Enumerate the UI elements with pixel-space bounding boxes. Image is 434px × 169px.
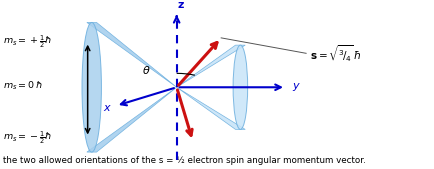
Polygon shape: [87, 22, 177, 87]
Text: the two allowed orientations of the s = ½ electron spin angular momentum vector.: the two allowed orientations of the s = …: [3, 156, 365, 165]
Text: $m_s = 0\,\hbar$: $m_s = 0\,\hbar$: [3, 79, 43, 92]
Text: y: y: [292, 81, 299, 91]
Ellipse shape: [82, 22, 102, 152]
Polygon shape: [87, 87, 177, 152]
Text: $m_s = -\frac{1}{2}\hbar$: $m_s = -\frac{1}{2}\hbar$: [3, 129, 52, 146]
Text: z: z: [178, 0, 184, 10]
Polygon shape: [177, 87, 245, 129]
Polygon shape: [177, 45, 245, 87]
Text: $\mathbf{s} = \sqrt{^3\!/_4}\,\hbar$: $\mathbf{s} = \sqrt{^3\!/_4}\,\hbar$: [310, 43, 362, 63]
Text: $m_s = +\frac{1}{2}\hbar$: $m_s = +\frac{1}{2}\hbar$: [3, 33, 52, 50]
Text: $\theta$: $\theta$: [142, 64, 151, 76]
Ellipse shape: [233, 45, 248, 129]
Text: x: x: [103, 103, 110, 113]
